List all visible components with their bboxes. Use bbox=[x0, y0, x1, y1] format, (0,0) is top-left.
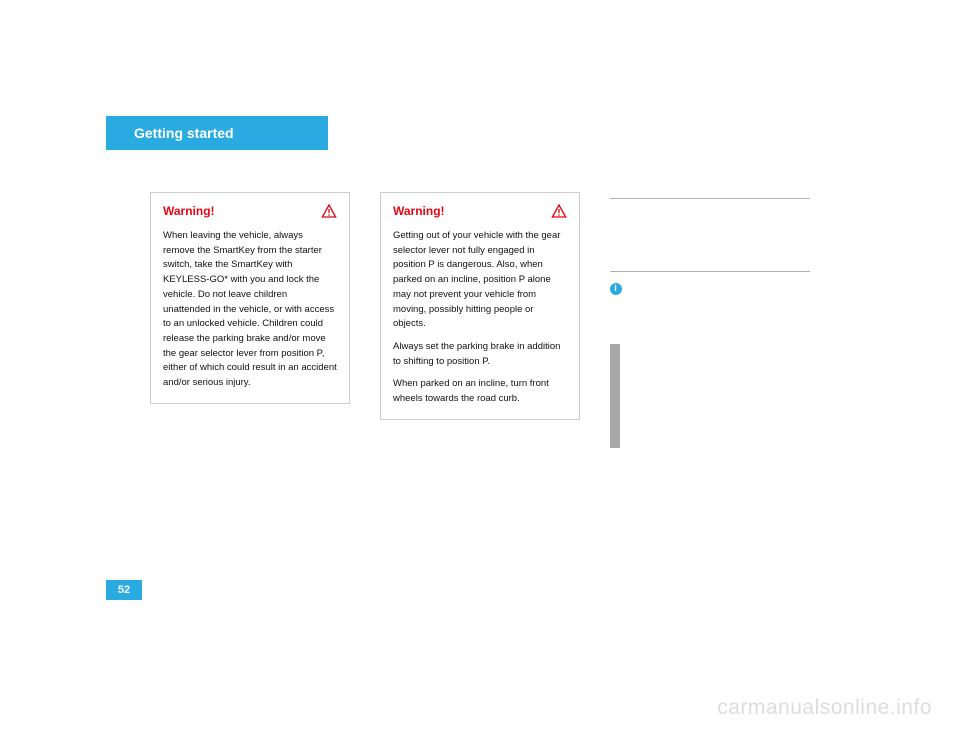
info-note bbox=[610, 282, 810, 371]
warning-title: Warning! bbox=[393, 204, 445, 218]
column-3 bbox=[610, 192, 810, 420]
section-header: Getting started bbox=[106, 116, 328, 150]
page-number-badge: 52 bbox=[106, 580, 142, 600]
warning-box-2: Warning! Getting out of your vehicle wit… bbox=[380, 192, 580, 420]
warning-p3: When parked on an incline, turn front wh… bbox=[393, 377, 567, 406]
column-2: Warning! Getting out of your vehicle wit… bbox=[380, 192, 580, 420]
warning-box-1: Warning! When leaving the vehicle, alway… bbox=[150, 192, 350, 404]
info-icon bbox=[610, 283, 622, 295]
warning-p1: Getting out of your vehicle with the gea… bbox=[393, 229, 567, 332]
warning-triangle-icon bbox=[551, 203, 567, 219]
warning-body: Getting out of your vehicle with the gea… bbox=[393, 229, 567, 407]
warning-text: When leaving the vehicle, always remove … bbox=[163, 229, 337, 391]
column-1: Warning! When leaving the vehicle, alway… bbox=[150, 192, 350, 420]
content-columns: Warning! When leaving the vehicle, alway… bbox=[150, 192, 830, 420]
info-text-wrap bbox=[630, 282, 810, 371]
warning-p2: Always set the parking brake in addition… bbox=[393, 340, 567, 369]
col3-block-1 bbox=[610, 209, 810, 265]
divider-top bbox=[610, 198, 810, 199]
warning-header: Warning! bbox=[393, 203, 567, 219]
watermark-text: carmanualsonline.info bbox=[717, 696, 932, 720]
page-number: 52 bbox=[118, 584, 130, 596]
section-title: Getting started bbox=[134, 125, 234, 141]
divider-mid bbox=[610, 271, 810, 272]
warning-title: Warning! bbox=[163, 204, 215, 218]
side-tab-marker bbox=[610, 344, 620, 448]
warning-triangle-icon bbox=[321, 203, 337, 219]
warning-header: Warning! bbox=[163, 203, 337, 219]
warning-body: When leaving the vehicle, always remove … bbox=[163, 229, 337, 391]
